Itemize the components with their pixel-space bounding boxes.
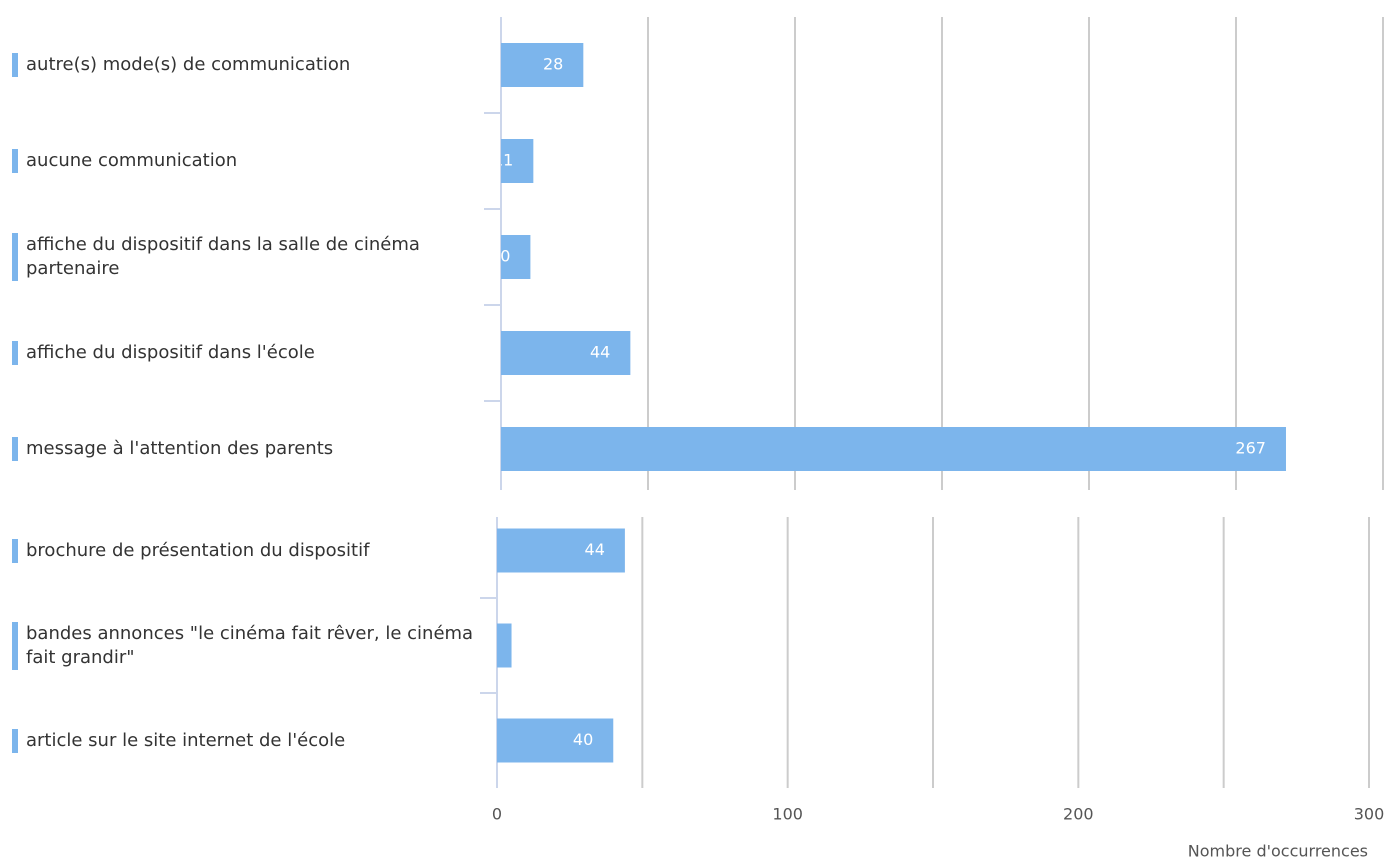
bar — [497, 718, 614, 763]
bar — [497, 623, 512, 668]
x-tick-label: 100 — [772, 805, 803, 824]
data-label: 5 — [481, 635, 491, 654]
category-label: bandes annonces "le cinéma fait rêver, l… — [12, 621, 476, 670]
bar — [501, 43, 584, 87]
category-label: autre(s) mode(s) de communication — [12, 53, 476, 77]
x-tick-label: 300 — [1354, 805, 1385, 824]
bar — [497, 528, 625, 573]
bar — [501, 331, 631, 375]
category-label: affiche du dispositif dans l'école — [12, 341, 476, 365]
data-label: 10 — [490, 247, 510, 266]
category-label: affiche du dispositif dans la salle de c… — [12, 233, 476, 281]
data-label: 44 — [585, 540, 605, 559]
category-label: article sur le site internet de l'école — [12, 728, 476, 753]
data-label: 44 — [590, 343, 610, 362]
category-label: brochure de présentation du dispositif — [12, 538, 476, 563]
bar — [501, 139, 534, 183]
category-label: message à l'attention des parents — [12, 437, 476, 461]
data-label: 40 — [573, 730, 593, 749]
x-tick-label: 200 — [1063, 805, 1094, 824]
data-label: 267 — [1235, 439, 1266, 458]
bar — [501, 235, 531, 279]
data-label: 28 — [543, 55, 563, 74]
x-axis-label: Nombre d'occurrences — [1188, 842, 1368, 861]
x-tick-label: 0 — [492, 805, 502, 824]
category-label: aucune communication — [12, 149, 476, 173]
bar — [501, 427, 1286, 471]
data-label: 11 — [493, 151, 513, 170]
